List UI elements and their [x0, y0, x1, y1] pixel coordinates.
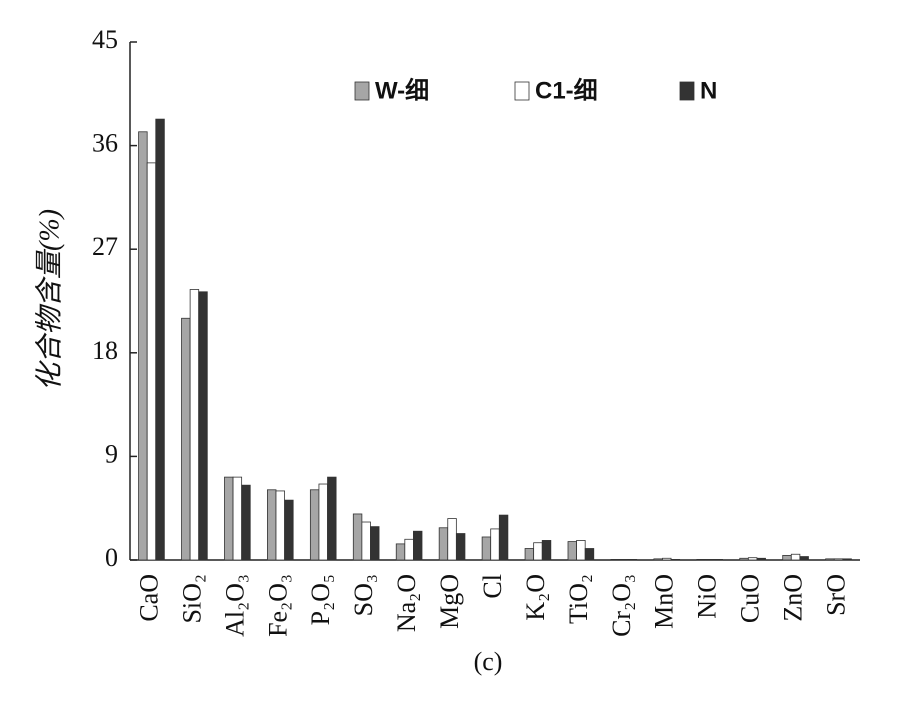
- legend-swatch: [679, 81, 695, 101]
- bar: [198, 291, 208, 561]
- bar: [224, 476, 234, 561]
- x-tick-label: SrO: [821, 574, 850, 616]
- bar: [790, 553, 801, 561]
- bar: [541, 540, 552, 561]
- bar: [490, 528, 500, 561]
- bar: [670, 559, 681, 561]
- bar: [705, 559, 715, 561]
- x-tick-label: Al₂O₃: [220, 574, 249, 637]
- x-tick-label: P₂O₅: [306, 574, 335, 625]
- bar: [327, 476, 337, 561]
- x-tick-label: CuO: [736, 574, 765, 623]
- x-tick-label: Fe₂O₃: [263, 574, 292, 637]
- x-tick-label: K₂O: [521, 574, 550, 621]
- bar: [438, 527, 449, 561]
- bar: [584, 548, 595, 561]
- bar: [232, 476, 243, 561]
- x-tick-label: SiO₂: [177, 574, 206, 624]
- bar: [610, 559, 620, 561]
- bar: [395, 543, 406, 561]
- bar: [370, 526, 380, 561]
- bar: [404, 538, 414, 561]
- bar: [739, 557, 749, 561]
- bar: [413, 530, 423, 561]
- y-tick-label: 45: [92, 25, 118, 54]
- bar: [825, 558, 835, 561]
- bar: [447, 518, 457, 561]
- bar: [361, 521, 371, 561]
- x-tick-label: CaO: [134, 574, 163, 622]
- bar: [309, 489, 320, 561]
- x-tick-label: Na₂O: [392, 574, 421, 632]
- bar: [352, 513, 363, 561]
- legend-label: N: [700, 77, 717, 104]
- x-tick-label: ZnO: [779, 574, 808, 622]
- bar: [275, 490, 285, 561]
- bar: [318, 483, 328, 561]
- bar: [455, 533, 466, 561]
- x-tick-label: NiO: [693, 574, 722, 619]
- x-tick-label: SO₃: [349, 574, 378, 616]
- x-tick-label: MgO: [435, 574, 464, 629]
- y-tick-label: 36: [92, 129, 118, 158]
- x-tick-label: Cr₂O₃: [607, 574, 636, 637]
- bar: [756, 557, 766, 561]
- bar: [696, 559, 706, 561]
- bar: [189, 289, 200, 561]
- bar: [713, 559, 723, 561]
- y-tick-label: 9: [105, 439, 118, 468]
- bar: [498, 514, 509, 561]
- bar: [653, 558, 663, 561]
- y-tick-label: 0: [105, 543, 118, 572]
- legend-label: C1-细: [535, 76, 598, 104]
- bar: [533, 542, 543, 561]
- x-tick-label: MnO: [650, 574, 679, 629]
- bar: [627, 559, 638, 561]
- x-tick-label: Cl: [478, 574, 507, 599]
- bar: [662, 557, 672, 561]
- legend-swatch: [354, 81, 370, 101]
- bar: [524, 548, 535, 561]
- bar: [747, 557, 758, 561]
- bar: [567, 541, 577, 561]
- bar: [782, 554, 792, 561]
- bar: [241, 484, 251, 561]
- legend-swatch: [514, 81, 530, 101]
- y-axis-label: 化合物含量(%): [34, 209, 65, 391]
- y-tick-label: 27: [92, 232, 118, 261]
- x-tick-label: TiO₂: [564, 574, 593, 624]
- caption: (c): [474, 647, 503, 676]
- bar: [842, 558, 852, 561]
- bar: [155, 118, 165, 561]
- bar: [576, 540, 586, 561]
- bar: [619, 559, 629, 561]
- bar: [181, 317, 191, 561]
- legend-label: W-细: [375, 76, 429, 104]
- bar: [833, 558, 844, 561]
- bar: [799, 556, 809, 561]
- y-tick-label: 18: [92, 336, 118, 365]
- bar: [146, 162, 157, 561]
- bar: [481, 536, 492, 561]
- bar: [267, 489, 277, 561]
- bar: [284, 499, 294, 561]
- bar: [138, 131, 148, 561]
